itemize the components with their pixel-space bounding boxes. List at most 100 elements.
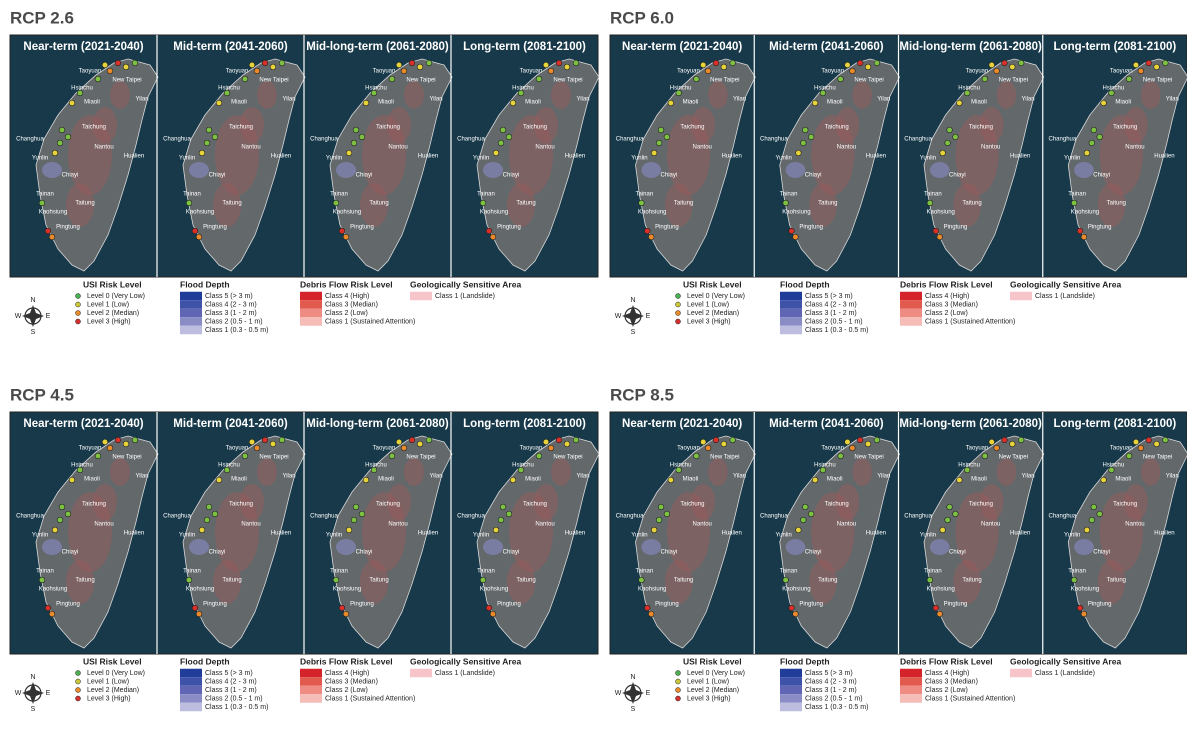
period-title: Mid-long-term (2061-2080) xyxy=(899,418,1042,430)
flood-zone xyxy=(1074,539,1094,555)
legend-title: Geologically Sensitive Area xyxy=(1010,279,1121,289)
legend-item: Class 3 (Median) xyxy=(325,678,378,685)
site-dot xyxy=(486,228,492,234)
city-label: Chiayi xyxy=(62,173,79,179)
city-label: Yunlin xyxy=(1064,533,1080,539)
site-dot xyxy=(493,150,499,156)
site-dot xyxy=(705,68,711,74)
city-label: Tainan xyxy=(330,192,348,198)
site-dot xyxy=(1138,68,1144,74)
site-dot xyxy=(59,504,65,510)
city-label: Hualien xyxy=(722,531,742,537)
city-label: Miaoli xyxy=(231,477,247,483)
city-label: Yunlin xyxy=(32,156,48,162)
legend-swatch xyxy=(180,309,202,318)
site-dot xyxy=(95,453,101,459)
site-dot xyxy=(65,134,71,140)
legend-dot xyxy=(76,688,81,693)
city-label: Pingtung xyxy=(655,602,679,608)
site-dot xyxy=(490,234,496,240)
site-dot xyxy=(500,504,506,510)
city-label: Kaohsiung xyxy=(782,587,810,593)
city-label: Yilan xyxy=(576,474,589,480)
site-dot xyxy=(204,140,210,146)
city-label: Taitung xyxy=(818,201,837,207)
city-label: Taoyuan xyxy=(373,446,396,452)
city-label: Miaoli xyxy=(1115,477,1131,483)
site-dot xyxy=(947,504,953,510)
city-label: Chiayi xyxy=(356,173,373,179)
site-dot xyxy=(396,439,402,445)
site-dot xyxy=(1084,527,1090,533)
site-dot xyxy=(186,200,192,206)
legend-dot xyxy=(76,696,81,701)
city-label: Chiayi xyxy=(62,550,79,556)
city-label: Changhua xyxy=(616,514,644,520)
city-label: Hsinchu xyxy=(958,463,980,469)
period-title: Long-term (2081-2100) xyxy=(463,418,586,430)
compass-w: W xyxy=(615,690,622,697)
legend-swatch xyxy=(410,292,432,301)
site-dot xyxy=(1010,441,1016,447)
city-label: Yilan xyxy=(1166,474,1179,480)
city-label: Yunlin xyxy=(179,156,195,162)
legend-swatch xyxy=(1010,669,1032,678)
city-label: Miaoli xyxy=(683,100,699,106)
site-dot xyxy=(801,140,807,146)
city-label: Yunlin xyxy=(326,156,342,162)
site-dot xyxy=(700,62,706,68)
city-label: Kaohsiung xyxy=(333,210,361,216)
legend-item: Class 2 (0.5 - 1 m) xyxy=(805,695,863,702)
site-dot xyxy=(254,68,260,74)
terrain xyxy=(1141,81,1161,109)
site-dot xyxy=(1071,577,1077,583)
compass-e: E xyxy=(46,313,51,320)
site-dot xyxy=(1018,60,1024,66)
legend-title: Debris Flow Risk Level xyxy=(300,656,393,666)
site-dot xyxy=(212,134,218,140)
city-label: New Taipei xyxy=(710,78,739,84)
site-dot xyxy=(658,127,664,133)
site-dot xyxy=(793,234,799,240)
city-label: Pingtung xyxy=(350,225,374,231)
site-dot xyxy=(845,439,851,445)
site-dot xyxy=(548,445,554,451)
city-label: Hsinchu xyxy=(71,86,93,92)
city-label: Chiayi xyxy=(1093,550,1110,556)
compass-n: N xyxy=(630,297,635,304)
site-dot xyxy=(845,62,851,68)
legend-item: Level 2 (Median) xyxy=(687,687,739,694)
city-label: Hualien xyxy=(1010,531,1030,537)
city-label: Taichung xyxy=(376,125,400,131)
legend-swatch xyxy=(780,703,802,712)
legend-item: Class 3 (1 - 2 m) xyxy=(205,687,257,694)
compass-e: E xyxy=(646,313,651,320)
figure: RCP 2.6Near-term (2021-2040)TaoyuanNew T… xyxy=(0,0,1187,726)
city-label: Kaohsiung xyxy=(927,587,955,593)
site-dot xyxy=(102,439,108,445)
site-dot xyxy=(132,60,138,66)
city-label: Pingtung xyxy=(1088,602,1112,608)
period-title: Long-term (2081-2100) xyxy=(1054,418,1177,430)
city-label: Taichung xyxy=(229,125,253,131)
city-label: Taoyuan xyxy=(79,446,102,452)
legend-item: Class 4 (High) xyxy=(925,670,969,677)
city-label: Yunlin xyxy=(920,156,936,162)
site-dot xyxy=(1101,477,1107,483)
site-dot xyxy=(1081,234,1087,240)
site-dot xyxy=(186,577,192,583)
terrain xyxy=(1141,458,1161,486)
city-label: Taoyuan xyxy=(373,69,396,75)
site-dot xyxy=(199,150,205,156)
block-title: RCP 6.0 xyxy=(610,8,674,27)
site-dot xyxy=(953,511,959,517)
city-label: Taoyuan xyxy=(226,69,249,75)
city-label: Hualien xyxy=(1154,531,1174,537)
site-dot xyxy=(1154,441,1160,447)
city-label: Chiayi xyxy=(805,173,822,179)
legend-title: Geologically Sensitive Area xyxy=(410,656,521,666)
city-label: Miaoli xyxy=(378,100,394,106)
legend-dot xyxy=(676,679,681,684)
legend-swatch xyxy=(300,669,322,678)
site-dot xyxy=(506,134,512,140)
